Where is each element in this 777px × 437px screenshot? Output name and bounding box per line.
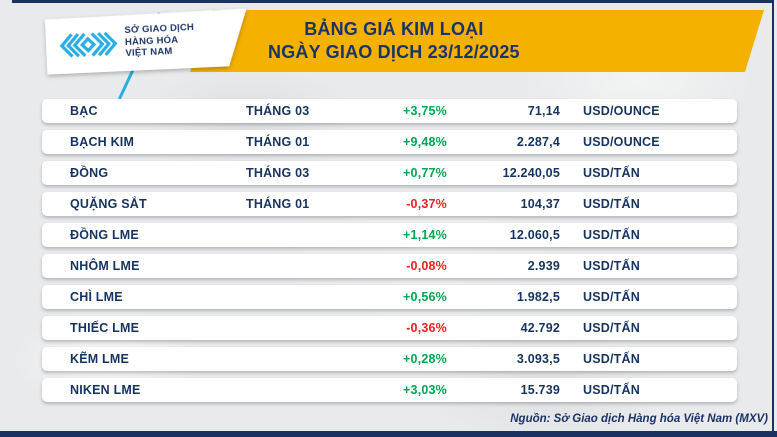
- price-value: 42.792: [520, 321, 560, 335]
- price-value: 71,14: [527, 104, 560, 118]
- table-row: ĐỒNG THÁNG 03 +0,77% 12.240,05 USD/TẤN: [42, 161, 737, 185]
- table-row: NHÔM LME -0,08% 2.939 USD/TẤN: [42, 254, 737, 278]
- price-value: 1.982,5: [516, 290, 560, 304]
- change-percent: +0,77%: [403, 166, 447, 180]
- table-row: ĐỒNG LME +1,14% 12.060,5 USD/TẤN: [42, 223, 737, 247]
- change-percent: -0,37%: [406, 197, 447, 211]
- price-table: BẠC THÁNG 03 +3,75% 71,14 USD/OUNCE BẠCH…: [42, 99, 737, 409]
- top-accent-line: [12, 0, 774, 3]
- price-value: 2.939: [527, 259, 560, 273]
- change-percent: +3,03%: [403, 383, 447, 397]
- banner-title: BẢNG GIÁ KIM LOẠI NGÀY GIAO DỊCH 23/12/2…: [268, 18, 520, 64]
- commodity-name: ĐỒNG LME: [70, 228, 139, 242]
- commodity-name: CHÌ LME: [70, 290, 123, 304]
- contract-month: THÁNG 03: [246, 104, 310, 118]
- trading-date: NGÀY GIAO DỊCH 23/12/2025: [268, 42, 520, 62]
- price-unit: USD/OUNCE: [583, 135, 660, 149]
- commodity-name: NHÔM LME: [70, 259, 140, 273]
- commodity-name: KẼM LME: [70, 352, 130, 366]
- change-percent: +9,48%: [403, 135, 447, 149]
- price-unit: USD/TẤN: [583, 290, 640, 304]
- price-value: 3.093,5: [516, 352, 560, 366]
- price-value: 2.287,4: [516, 135, 560, 149]
- price-unit: USD/TẤN: [583, 321, 640, 335]
- price-value: 12.060,5: [509, 228, 560, 242]
- price-unit: USD/TẤN: [583, 166, 640, 180]
- contract-month: THÁNG 03: [246, 166, 310, 180]
- price-unit: USD/TẤN: [583, 259, 640, 273]
- change-percent: +0,28%: [403, 352, 447, 366]
- header-banner: BẢNG GIÁ KIM LOẠI NGÀY GIAO DỊCH 23/12/2…: [190, 10, 764, 72]
- bottom-accent-bar: [0, 431, 777, 437]
- price-value: 12.240,05: [502, 166, 560, 180]
- table-row: BẠCH KIM THÁNG 01 +9,48% 2.287,4 USD/OUN…: [42, 130, 737, 154]
- commodity-name: ĐỒNG: [70, 166, 109, 180]
- price-unit: USD/OUNCE: [583, 104, 660, 118]
- commodity-name: QUẶNG SẮT: [70, 197, 147, 211]
- logo-org-text: SỞ GIAO DỊCH HÀNG HÓA VIỆT NAM: [124, 22, 195, 60]
- commodity-name: BẠCH KIM: [70, 135, 135, 149]
- mxv-logo-plaque: SỞ GIAO DỊCH HÀNG HÓA VIỆT NAM: [45, 8, 251, 74]
- board-title: BẢNG GIÁ KIM LOẠI: [304, 19, 484, 39]
- mxv-logo-card: SỞ GIAO DỊCH HÀNG HÓA VIỆT NAM: [45, 8, 251, 74]
- commodity-name: THIẾC LME: [70, 321, 140, 335]
- change-percent: +0,56%: [403, 290, 447, 304]
- price-value: 15.739: [520, 383, 560, 397]
- price-unit: USD/TẤN: [583, 352, 640, 366]
- contract-month: THÁNG 01: [246, 197, 310, 211]
- contract-month: THÁNG 01: [246, 135, 310, 149]
- table-row: BẠC THÁNG 03 +3,75% 71,14 USD/OUNCE: [42, 99, 737, 123]
- price-unit: USD/TẤN: [583, 197, 640, 211]
- commodity-name: NIKEN LME: [70, 383, 141, 397]
- price-unit: USD/TẤN: [583, 383, 640, 397]
- price-unit: USD/TẤN: [583, 228, 640, 242]
- logo-text-line: VIỆT NAM: [125, 46, 173, 60]
- change-percent: -0,08%: [406, 259, 447, 273]
- table-row: CHÌ LME +0,56% 1.982,5 USD/TẤN: [42, 285, 737, 309]
- table-row: KẼM LME +0,28% 3.093,5 USD/TẤN: [42, 347, 737, 371]
- source-note: Nguồn: Sở Giao dịch Hàng hóa Việt Nam (M…: [510, 413, 768, 425]
- price-value: 104,37: [520, 197, 560, 211]
- table-row: NIKEN LME +3,03% 15.739 USD/TẤN: [42, 378, 737, 402]
- mxv-logo-icon: [57, 28, 118, 61]
- change-percent: +3,75%: [403, 104, 447, 118]
- change-percent: +1,14%: [403, 228, 447, 242]
- table-row: QUẶNG SẮT THÁNG 01 -0,37% 104,37 USD/TẤN: [42, 192, 737, 216]
- commodity-name: BẠC: [70, 104, 98, 118]
- table-row: THIẾC LME -0,36% 42.792 USD/TẤN: [42, 316, 737, 340]
- right-accent-line: [772, 2, 774, 431]
- change-percent: -0,36%: [406, 321, 447, 335]
